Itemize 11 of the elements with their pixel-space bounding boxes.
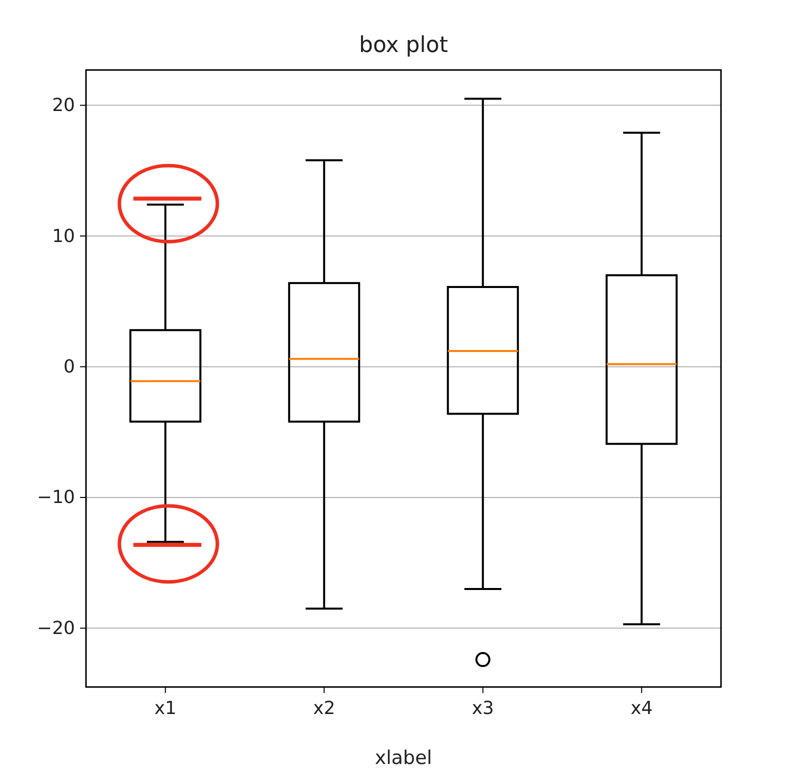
- y-tick-label: −10: [37, 487, 75, 508]
- y-tick-label: −20: [37, 618, 75, 639]
- y-tick-label: 20: [52, 95, 75, 116]
- x-tick-label: x4: [630, 698, 653, 719]
- x-tick-label: x3: [472, 698, 494, 719]
- x-tick-label: x1: [154, 698, 176, 719]
- x-tick-label: x2: [313, 698, 336, 719]
- y-tick-label: 0: [64, 356, 75, 378]
- x-axis-title: xlabel: [374, 747, 432, 769]
- chart-title: box plot: [359, 33, 448, 58]
- y-tick-label: 10: [52, 226, 75, 247]
